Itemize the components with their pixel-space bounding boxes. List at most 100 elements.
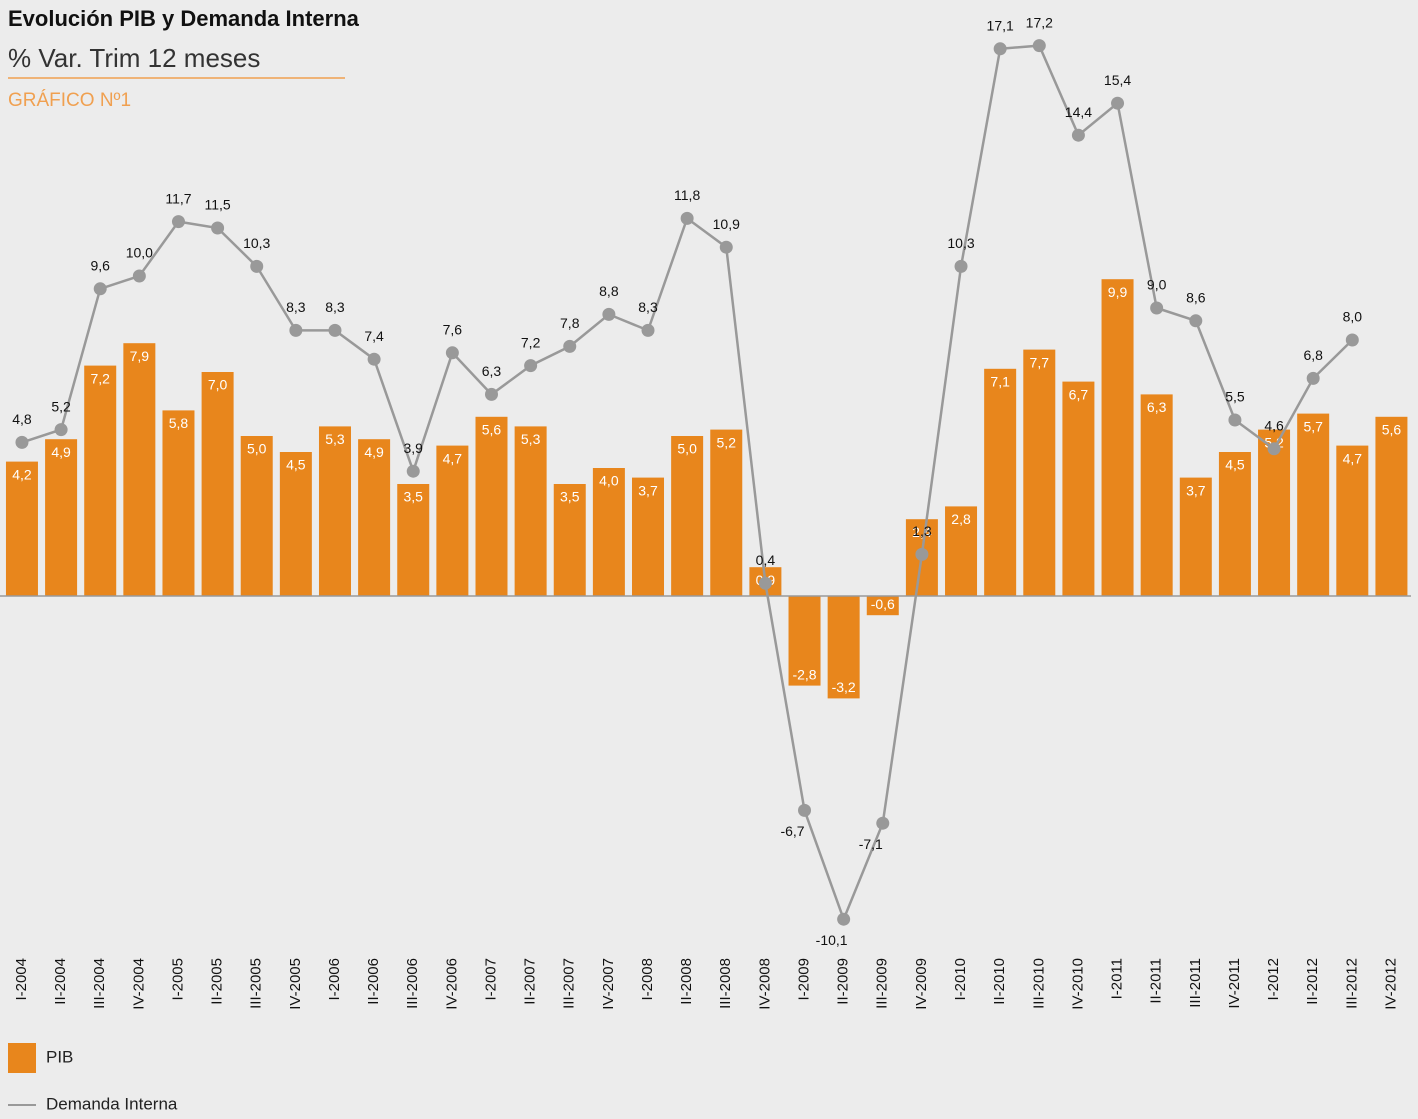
bar <box>1258 429 1291 596</box>
bar-value-label: 7,2 <box>90 370 110 386</box>
bar-value-label: 9,9 <box>1108 284 1128 300</box>
line-value-label: 17,2 <box>1026 14 1053 30</box>
bar <box>358 439 391 596</box>
line-point <box>1306 371 1320 385</box>
bar <box>162 410 195 596</box>
x-tick-label: I-2007 <box>482 958 499 1001</box>
chart-subtitle: % Var. Trim 12 meses <box>8 43 260 73</box>
bar <box>1101 279 1134 596</box>
figure-label: GRÁFICO Nº1 <box>8 90 131 111</box>
bar <box>436 445 469 596</box>
line-point <box>445 346 459 360</box>
bar <box>945 506 978 596</box>
x-tick-label: I-2012 <box>1265 958 1282 1001</box>
x-tick-label: III-2008 <box>717 958 734 1009</box>
line-point <box>524 359 538 373</box>
bar <box>866 596 899 616</box>
bar <box>240 436 273 596</box>
line-point <box>1071 128 1085 142</box>
x-tick-label: IV-2005 <box>287 958 304 1010</box>
bar-value-label: 4,5 <box>286 457 306 473</box>
bar-value-label: 5,7 <box>1303 418 1323 434</box>
bar <box>553 484 586 596</box>
bar <box>984 368 1017 596</box>
x-tick-label: II-2006 <box>365 958 382 1005</box>
line-value-label: 7,4 <box>364 328 384 344</box>
line-point <box>1189 314 1203 328</box>
line-point <box>1150 301 1164 315</box>
line-point <box>758 576 772 590</box>
bar-value-label: 5,6 <box>482 422 502 438</box>
x-tick-label: I-2009 <box>795 958 812 1001</box>
line-value-label: 0,4 <box>756 552 776 568</box>
bar-value-label: 4,5 <box>1225 457 1245 473</box>
legend-label: Demanda Interna <box>46 1094 178 1113</box>
bar <box>279 452 312 596</box>
x-tick-label: II-2009 <box>835 958 852 1005</box>
bar-value-label: 5,6 <box>1382 422 1402 438</box>
line-point <box>602 307 616 321</box>
line-value-label: 1,3 <box>912 523 932 539</box>
line-value-label: 7,6 <box>443 322 463 338</box>
bar-value-label: 3,5 <box>404 489 424 505</box>
line-value-label: -10,1 <box>816 932 848 948</box>
line-value-label: 3,9 <box>404 440 424 456</box>
x-tick-label: III-2006 <box>404 958 421 1009</box>
x-tick-label: III-2011 <box>1187 958 1204 1008</box>
bar-value-label: 3,7 <box>638 482 658 498</box>
line-point <box>328 323 342 337</box>
line-value-label: 14,4 <box>1065 104 1092 120</box>
line-point <box>367 352 381 366</box>
bar <box>592 468 625 596</box>
bar-value-label: 7,7 <box>1030 354 1050 370</box>
bar <box>397 484 430 596</box>
bar <box>827 596 860 699</box>
bar <box>5 461 38 596</box>
line-point <box>1228 413 1242 427</box>
line-value-label: 9,0 <box>1147 277 1167 293</box>
line-point <box>211 221 225 235</box>
line-point <box>1032 39 1046 53</box>
line-point <box>954 259 968 273</box>
bar <box>45 439 78 596</box>
line-value-label: 9,6 <box>90 258 110 274</box>
line-value-label: 5,2 <box>51 398 71 414</box>
line-point <box>1267 442 1281 456</box>
bar <box>632 477 665 596</box>
bar-value-label: 6,3 <box>1147 399 1167 415</box>
line-value-label: 15,4 <box>1104 72 1131 88</box>
x-tick-label: I-2006 <box>326 958 343 1001</box>
line-value-label: 6,8 <box>1303 347 1323 363</box>
line-point <box>915 547 929 561</box>
x-tick-label: II-2012 <box>1304 958 1321 1005</box>
bar <box>1336 445 1369 596</box>
x-tick-label: III-2009 <box>874 958 891 1009</box>
bar-value-label: -2,8 <box>792 666 816 682</box>
line-value-label: -6,7 <box>780 823 804 839</box>
bar-value-label: 5,0 <box>677 441 697 457</box>
bar <box>1062 381 1095 596</box>
bar-value-label: 4,7 <box>1343 450 1363 466</box>
line-value-label: 10,3 <box>243 235 270 251</box>
bar <box>710 429 743 596</box>
x-tick-label: I-2005 <box>169 958 186 1001</box>
bar <box>671 436 704 596</box>
line-value-label: 5,5 <box>1225 389 1245 405</box>
bar-value-label: 4,9 <box>51 444 71 460</box>
line-point <box>93 282 107 296</box>
bar <box>1375 416 1408 596</box>
bar-value-label: 3,5 <box>560 489 580 505</box>
line-value-label: 17,1 <box>987 18 1014 34</box>
x-tick-label: II-2007 <box>522 958 539 1005</box>
x-tick-label: II-2011 <box>1148 958 1165 1004</box>
bar <box>788 596 821 686</box>
x-tick-label: III-2004 <box>91 958 108 1009</box>
bar <box>318 426 351 596</box>
bar <box>1297 413 1330 596</box>
line-point <box>15 435 29 449</box>
bar-value-label: 4,0 <box>599 473 619 489</box>
bar-value-label: 7,0 <box>208 377 228 393</box>
line-point <box>132 269 146 283</box>
line-point <box>289 323 303 337</box>
line-point <box>406 464 420 478</box>
